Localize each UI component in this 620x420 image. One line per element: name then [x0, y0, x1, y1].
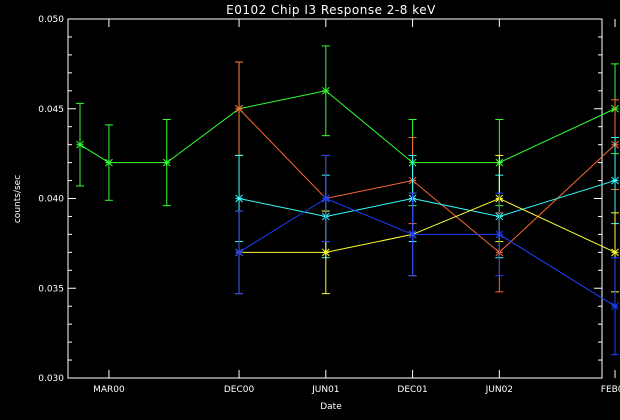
x-tick-label: MAR00 — [93, 385, 125, 395]
y-tick-label: 0.035 — [38, 284, 64, 294]
data-point — [235, 248, 243, 257]
series-line — [79, 90, 616, 164]
data-point — [321, 248, 330, 257]
x-axis-title: Date — [320, 402, 342, 412]
data-point — [611, 176, 619, 185]
y-axis-title: counts/sec — [13, 175, 23, 223]
data-point — [162, 158, 171, 167]
y-tick-label: 0.040 — [38, 195, 64, 205]
x-tick-label: FEB03 — [601, 385, 620, 395]
y-axis: 0.030 0.035 0.040 0.045 0.050 — [38, 15, 602, 384]
data-point — [611, 302, 619, 311]
y-tick-label: 0.045 — [38, 105, 64, 115]
x-tick-label: DEC01 — [397, 385, 427, 395]
x-tick-label: DEC00 — [224, 385, 255, 395]
data-point — [408, 230, 417, 239]
data-point — [321, 194, 330, 203]
data-point — [105, 158, 113, 167]
data-point — [235, 194, 243, 203]
data-point — [321, 86, 330, 95]
data-point — [611, 248, 619, 257]
x-tick-label: JUN02 — [485, 385, 513, 395]
y-tick-label: 0.050 — [38, 15, 64, 25]
data-point — [235, 104, 243, 113]
x-axis: MAR00 DEC00 JUN01 DEC01 JUN02 FEB03 — [93, 19, 620, 395]
x-tick-label: JUN01 — [311, 385, 339, 395]
y-tick-label: 0.030 — [38, 374, 64, 384]
data-point — [76, 140, 84, 149]
data-point — [495, 230, 504, 239]
chart-title: E0102 Chip I3 Response 2-8 keV — [226, 3, 436, 17]
series-layer: chip(660,470)chip(905,470)chip(416,470)c… — [76, 45, 620, 356]
series-chip(170,470): chip(170,470) — [235, 154, 620, 356]
